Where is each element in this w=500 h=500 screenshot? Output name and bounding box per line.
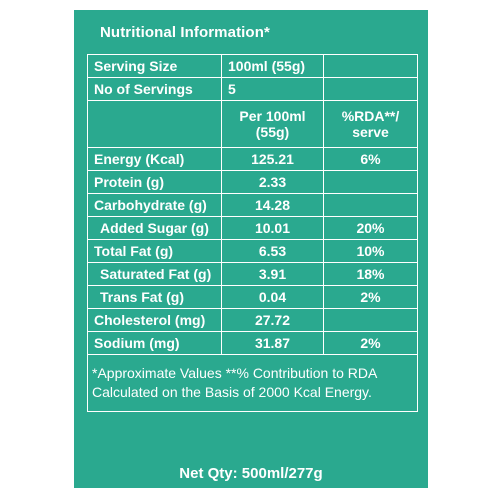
nutrient-row: Added Sugar (g) 10.01 20% [87, 216, 418, 240]
empty-cell [323, 54, 418, 78]
nutrient-name: Sodium (mg) [87, 331, 222, 355]
per-100ml-header: Per 100ml (55g) [221, 100, 324, 148]
per-100ml-header-line2: (55g) [255, 124, 290, 140]
nutrient-rda: 2% [323, 285, 418, 309]
nutrient-row: Sodium (mg) 31.87 2% [87, 331, 418, 355]
nutrient-rda: 2% [323, 331, 418, 355]
nutrient-value: 0.04 [221, 285, 324, 309]
nutrient-name: Protein (g) [87, 170, 222, 194]
nutrient-row: Protein (g) 2.33 [87, 170, 418, 194]
nutrition-label-panel: Nutritional Information* Serving Size 10… [74, 10, 428, 488]
servings-count-label: No of Servings [87, 77, 222, 101]
empty-cell [87, 100, 222, 148]
label-title: Nutritional Information* [100, 24, 270, 41]
net-quantity: Net Qty: 500ml/277g [179, 465, 323, 482]
nutrient-rda: 18% [323, 262, 418, 286]
nutrient-row: Cholesterol (mg) 27.72 [87, 308, 418, 332]
servings-count-value: 5 [221, 77, 324, 101]
nutrient-value: 27.72 [221, 308, 324, 332]
table-header-row: Per 100ml (55g) %RDA**/ serve [87, 100, 418, 148]
nutrient-row: Total Fat (g) 6.53 10% [87, 239, 418, 263]
rda-header: %RDA**/ serve [323, 100, 418, 148]
nutrient-name: Trans Fat (g) [87, 285, 222, 309]
nutrient-rda: 6% [323, 147, 418, 171]
nutrient-row: Saturated Fat (g) 3.91 18% [87, 262, 418, 286]
footnote-row: *Approximate Values **% Contribution to … [87, 354, 418, 412]
footnote-line2: Calculated on the Basis of 2000 Kcal Ene… [92, 384, 372, 400]
serving-size-value: 100ml (55g) [221, 54, 324, 78]
nutrient-value: 125.21 [221, 147, 324, 171]
nutrition-table: Serving Size 100ml (55g) No of Servings … [87, 54, 418, 412]
nutrient-row: Energy (Kcal) 125.21 6% [87, 147, 418, 171]
servings-count-row: No of Servings 5 [87, 77, 418, 101]
nutrient-value: 31.87 [221, 331, 324, 355]
nutrient-row: Trans Fat (g) 0.04 2% [87, 285, 418, 309]
rda-header-line2: serve [352, 124, 389, 140]
nutrient-name: Saturated Fat (g) [87, 262, 222, 286]
nutrient-value: 10.01 [221, 216, 324, 240]
serving-size-label: Serving Size [87, 54, 222, 78]
footnote: *Approximate Values **% Contribution to … [87, 354, 418, 412]
nutrient-row: Carbohydrate (g) 14.28 [87, 193, 418, 217]
nutrient-value: 14.28 [221, 193, 324, 217]
rda-header-line1: %RDA**/ [341, 108, 400, 124]
nutrient-name: Total Fat (g) [87, 239, 222, 263]
nutrient-rda: 10% [323, 239, 418, 263]
empty-cell [323, 77, 418, 101]
nutrient-name: Energy (Kcal) [87, 147, 222, 171]
nutrient-rda [323, 193, 418, 217]
serving-size-row: Serving Size 100ml (55g) [87, 54, 418, 78]
nutrient-name: Added Sugar (g) [87, 216, 222, 240]
nutrient-value: 2.33 [221, 170, 324, 194]
per-100ml-header-line1: Per 100ml [239, 108, 306, 124]
nutrient-value: 3.91 [221, 262, 324, 286]
nutrient-name: Carbohydrate (g) [87, 193, 222, 217]
nutrient-rda [323, 308, 418, 332]
nutrient-rda [323, 170, 418, 194]
nutrient-name: Cholesterol (mg) [87, 308, 222, 332]
nutrient-rda: 20% [323, 216, 418, 240]
footnote-line1: *Approximate Values **% Contribution to … [92, 365, 378, 381]
nutrient-value: 6.53 [221, 239, 324, 263]
